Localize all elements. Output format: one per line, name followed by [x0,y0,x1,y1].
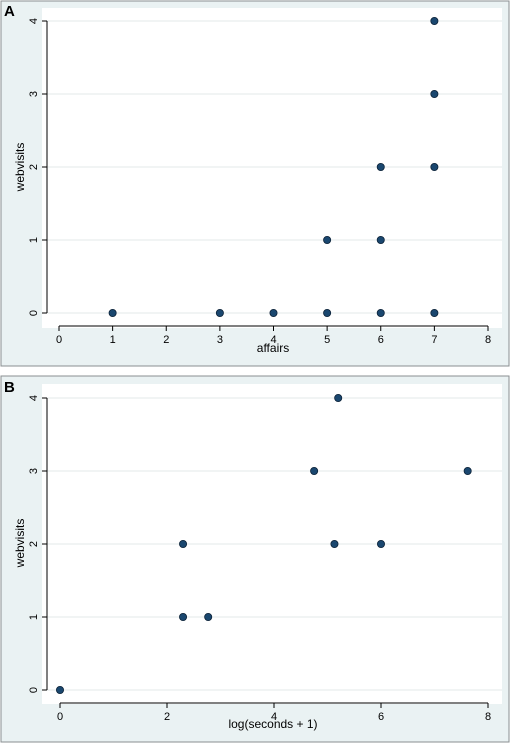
panel-a-plot-area [42,8,502,328]
panel-b-data-point [334,393,343,402]
panel-a-y-axis-title: webvisits [13,143,27,193]
panel-b-data-point [56,686,65,695]
panel-b-x-tick-label: 6 [378,711,384,723]
panel-b-y-tick-label: 3 [28,468,40,474]
panel-a-data-point [323,235,332,244]
panel-a-y-tick-label: 4 [28,18,40,24]
panel-a-data-point [430,16,439,25]
panel-a-plot: 0 1 2 3 4 5 6 7 8 0 1 2 3 4 [28,16,502,346]
panel-a-x-tick-label: 7 [431,334,437,346]
panel-a-data-point [269,308,278,317]
panel-b-data-point [463,466,472,475]
panel-a-data-point [376,235,385,244]
panel-a-data-point [323,308,332,317]
panel-b-plot: 0 2 4 6 8 0 1 2 3 4 [28,393,502,723]
panel-b-data-point [204,613,213,622]
panel-a-data-point [430,308,439,317]
panel-b-data-point [179,613,188,622]
panel-a-x-tick-label: 5 [324,334,330,346]
panel-b-x-axis-title: log(seconds + 1) [228,717,317,731]
panel-a-y-tick-label: 1 [28,237,40,243]
panel-a-data-point [108,308,117,317]
panel-b-x-tick-label: 4 [271,711,277,723]
panel-a-data-point [430,162,439,171]
panel-a-x-tick-label: 6 [378,334,384,346]
panel-b-x-tick-label: 8 [485,711,491,723]
panel-b-data-point [376,540,385,549]
panel-a-data-point [376,162,385,171]
panel-b-y-axis-title: webvisits [13,519,27,569]
panel-b-data-point [179,540,188,549]
panel-b-y-tick-label: 0 [28,687,40,693]
panel-b-y-tick-label: 2 [28,541,40,547]
panel-a-x-tick-label: 3 [217,334,223,346]
panel-a-x-axis-title: affairs [257,341,289,355]
panel-a-x-tick-label: 8 [485,334,491,346]
panel-b-data-point [310,466,319,475]
panel-b-x-tick-label: 2 [164,711,170,723]
panel-a-data-point [430,90,439,99]
panel-a-data-point [376,308,385,317]
panel-a-data-point [215,308,224,317]
panel-b-y-tick-label: 4 [28,395,40,401]
panel-a-y-tick-label: 3 [28,91,40,97]
panel-b-x-tick-label: 0 [57,711,63,723]
panel-b-letter: B [4,379,15,396]
panel-a-x-tick-label: 4 [270,334,276,346]
panel-a-x-tick-label: 0 [56,334,62,346]
panel-a-y-tick-label: 2 [28,164,40,170]
panel-b-y-tick-label: 1 [28,614,40,620]
panel-a-y-tick-label: 0 [28,310,40,316]
panel-a-x-tick-label: 1 [110,334,116,346]
panel-a-letter: A [4,3,15,20]
panel-b: B 0 2 4 6 8 0 1 2 3 4 log(seconds + 1) webvisits [0,375,510,743]
panel-a-x-tick-label: 2 [163,334,169,346]
panel-b-data-point [330,540,339,549]
panel-a: A 0 1 2 3 4 5 6 7 8 0 1 2 3 4 affairs webvisits [0,0,510,367]
